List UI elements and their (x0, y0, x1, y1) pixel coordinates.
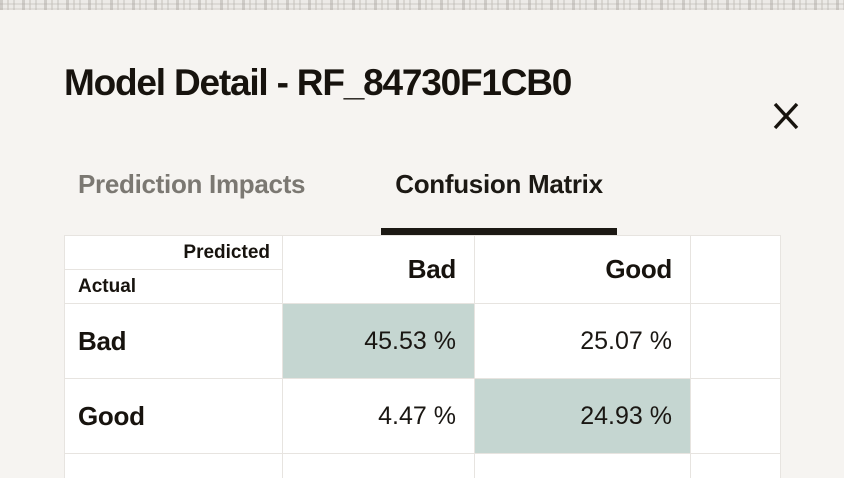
cell-empty (690, 303, 781, 379)
confusion-matrix-table: Predicted Actual Bad Good Bad 45.53 % 25… (64, 235, 781, 478)
table-row: Bad 45.53 % 25.07 % (64, 303, 781, 379)
matrix-corner-cell: Predicted Actual (64, 235, 283, 304)
background-page-edge (0, 0, 844, 10)
row-label-good: Good (64, 378, 283, 454)
cell-actual-bad-predicted-bad: 45.53 % (282, 303, 475, 379)
predicted-axis-label: Predicted (65, 236, 282, 270)
tab-bar: Prediction Impacts Confusion Matrix (64, 168, 780, 235)
cell-empty (474, 453, 691, 478)
cell-empty (64, 453, 283, 478)
cell-actual-good-predicted-good: 24.93 % (474, 378, 691, 454)
close-icon (771, 101, 801, 131)
table-row: Good 4.47 % 24.93 % (64, 378, 781, 454)
tab-prediction-impacts[interactable]: Prediction Impacts (64, 168, 319, 235)
column-header-bad: Bad (282, 235, 475, 304)
cell-empty (690, 453, 781, 478)
cell-empty (282, 453, 475, 478)
column-header-empty (690, 235, 781, 304)
modal-title: Model Detail - RF_84730F1CB0 (64, 62, 572, 103)
cell-actual-bad-predicted-good: 25.07 % (474, 303, 691, 379)
cell-empty (690, 378, 781, 454)
cell-actual-good-predicted-bad: 4.47 % (282, 378, 475, 454)
table-row-partial (64, 453, 781, 478)
model-detail-modal: Model Detail - RF_84730F1CB0 Prediction … (0, 62, 844, 478)
actual-axis-label: Actual (78, 276, 137, 297)
column-header-good: Good (474, 235, 691, 304)
close-button[interactable] (768, 98, 804, 134)
row-label-bad: Bad (64, 303, 283, 379)
tab-confusion-matrix[interactable]: Confusion Matrix (381, 168, 617, 235)
